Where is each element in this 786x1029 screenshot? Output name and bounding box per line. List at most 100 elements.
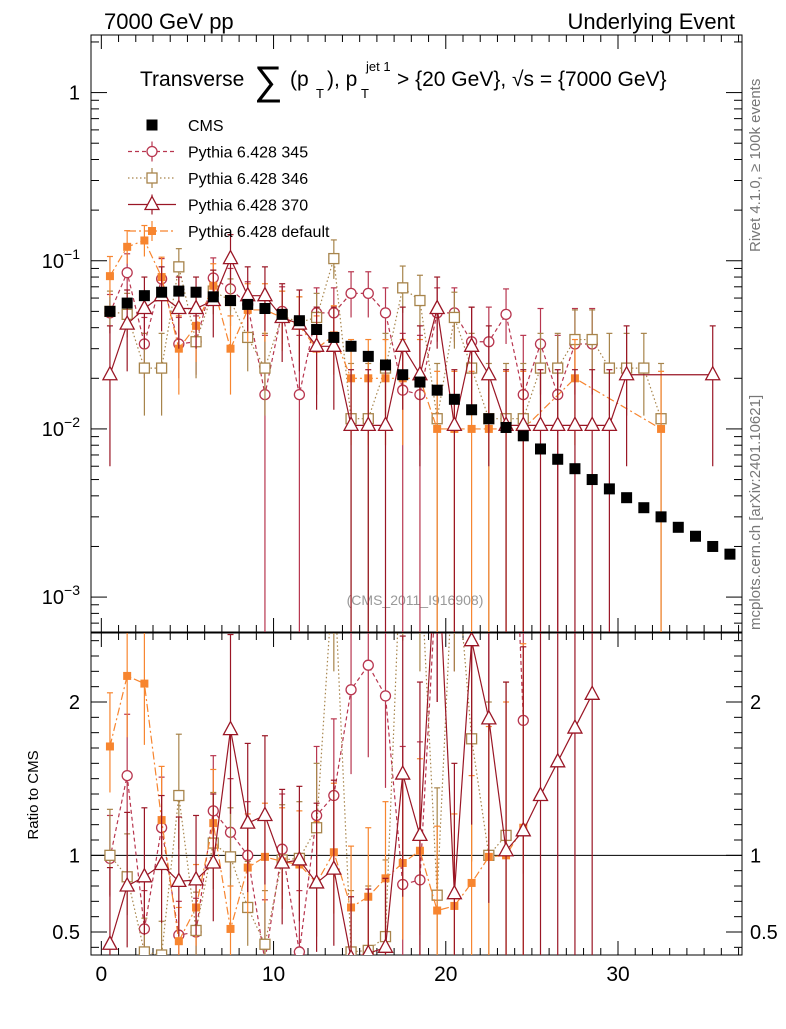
data-point-p370 [325,336,342,352]
ratio-point-p370 [497,841,515,857]
ratio-point-p370 [463,633,480,647]
ratio-point-p370 [170,872,187,888]
data-point-cms [156,286,168,298]
ratio-point-pdef [105,742,114,751]
data-point-p370 [549,415,566,432]
data-point-p346 [414,294,426,307]
legend-label-pdef: Pythia 6.428 default [188,224,330,241]
data-point-pdef [657,424,666,433]
title-pt-open: (p [290,68,309,91]
data-point-p370 [394,336,411,352]
ratio-point-p370 [101,934,119,950]
data-point-cms [276,308,288,320]
data-point-cms [552,453,564,465]
lower-y-tick-label-right: 1 [750,845,761,867]
data-point-p370 [704,365,721,381]
title-pt-close: ), p [327,68,357,91]
data-point-cms [535,443,546,455]
data-point-pdef [467,424,476,433]
ratio-point-p370 [549,752,566,768]
data-point-cms [448,393,460,405]
ratio-point-p370 [566,718,584,734]
ratio-point-p370 [291,850,308,866]
data-point-cms [138,290,150,302]
ratio-line-p346 [109,633,507,955]
ratio-point-p370 [377,937,394,953]
data-point-p346 [397,282,409,294]
x-tick-label: 20 [434,963,457,986]
axis-ticks [91,35,742,955]
data-point-cms [207,291,219,303]
ratio-point-p370 [347,948,355,955]
mcplots-label: mcplots.cern.ch [arXiv:2401.10621] [747,395,764,630]
legend-marker-cms [146,119,158,131]
legend-marker-pdef [148,227,156,235]
ratio-point-p370 [205,853,222,869]
data-point-p370 [256,286,274,302]
data-point-p346 [328,252,340,265]
lower-y-tick-label-right: 2 [750,692,761,714]
data-point-cms [517,430,529,442]
data-point-p370 [601,415,618,432]
legend-label-cms: CMS [188,118,224,135]
ratio-point-p370 [308,873,325,889]
title-pt-sub: T [316,86,324,101]
data-point-cms [293,315,305,327]
series-p370 [101,234,721,632]
ratio-point-p370 [256,806,274,822]
ratio-point-p370 [584,684,601,700]
data-point-cms [672,521,684,533]
ratio-series-p346 [104,633,512,955]
data-point-p370 [480,365,497,381]
data-point-p370 [187,299,205,315]
ratio-point-p346 [259,938,271,950]
data-point-p345 [500,308,512,321]
ratio-point-p370 [411,826,429,842]
data-point-p370 [463,336,480,352]
ratio-point-p370 [153,855,170,871]
data-point-cms [311,324,323,336]
ratio-point-p370 [362,944,375,955]
ratio-point-pdef [174,937,183,946]
data-point-p370 [584,415,601,432]
data-point-p370 [566,415,584,432]
ratio-point-pdef [123,671,132,680]
data-point-cms [242,298,254,310]
data-point-p370 [222,249,239,265]
ratio-point-p346 [224,851,237,863]
data-point-p345 [293,388,306,401]
ratio-point-p370 [239,813,256,829]
data-point-cms [621,492,633,504]
ratio-point-p370 [274,853,291,869]
data-point-cms [500,421,512,433]
data-point-cms [190,286,202,298]
ratio-point-pdef [140,679,149,688]
data-point-cms [362,350,374,362]
ratio-point-p346 [155,949,168,955]
data-point-p370 [119,314,136,330]
data-point-cms [483,413,495,425]
data-point-cms [569,463,581,475]
data-point-p370 [136,299,153,315]
data-point-p370 [360,415,377,432]
ratio-point-p346 [138,946,151,955]
ratio-point-p345 [121,769,133,782]
legend: CMS Pythia 6.428 345 Pythia 6.428 346 Pythi… [128,118,330,241]
data-point-p345 [345,287,357,299]
data-point-cms [638,502,650,514]
data-point-p370 [239,286,256,302]
data-point-p346 [155,362,168,374]
data-point-pdef [105,272,114,281]
data-point-p345 [121,266,133,279]
ratio-point-p370 [515,821,532,837]
legend-item-p346: Pythia 6.428 346 [128,168,308,188]
data-point-p346 [138,362,151,374]
upper-panel-frame [90,34,743,633]
data-point-pdef [433,424,442,433]
title-jet-sub: T [361,86,369,101]
ratio-point-p370 [394,764,411,780]
lower-y-tick-label: 1 [69,845,80,867]
data-point-pdef [140,236,149,245]
data-point-p370 [446,415,463,432]
data-point-cms [345,340,357,352]
